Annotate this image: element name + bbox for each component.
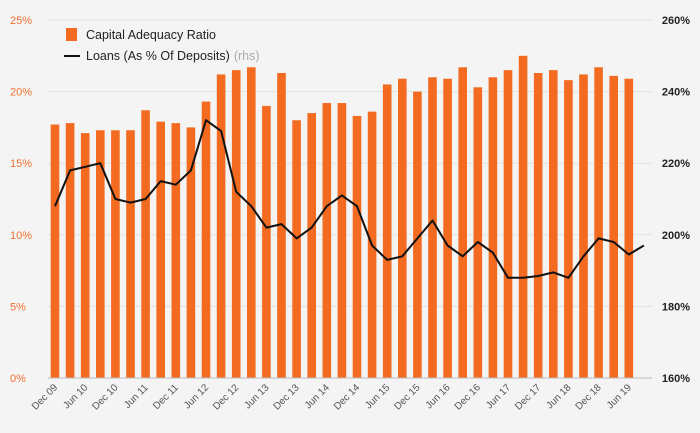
bar xyxy=(141,110,150,378)
legend-label-capital-adequacy: Capital Adequacy Ratio xyxy=(86,28,216,42)
bar xyxy=(413,91,422,378)
left-tick-label: 10% xyxy=(10,230,32,242)
bar xyxy=(171,123,181,378)
right-axis: 160% 180% 200% 220% 240% 260% xyxy=(662,15,690,385)
bar xyxy=(231,70,241,379)
bar xyxy=(624,78,634,378)
right-tick-label: 180% xyxy=(662,301,690,313)
bar xyxy=(262,105,271,379)
bar xyxy=(216,74,226,378)
legend: Capital Adequacy Ratio Loans (As % Of De… xyxy=(64,28,260,63)
bar xyxy=(156,121,165,378)
bar xyxy=(322,103,332,378)
bar xyxy=(307,113,316,378)
bar xyxy=(96,130,105,378)
bar xyxy=(201,101,211,379)
legend-swatch-capital-adequacy xyxy=(66,28,77,41)
bar xyxy=(473,87,483,378)
legend-label-loans: Loans (As % Of Deposits) (rhs) xyxy=(86,49,260,63)
bar xyxy=(458,67,467,379)
bar xyxy=(503,70,513,379)
bar-series xyxy=(50,55,634,379)
left-tick-label: 20% xyxy=(10,87,32,99)
bar xyxy=(382,84,392,378)
bar xyxy=(398,78,407,378)
bar xyxy=(111,130,120,378)
right-tick-label: 160% xyxy=(662,373,690,385)
bar xyxy=(277,72,286,378)
bar xyxy=(50,124,60,378)
right-tick-label: 240% xyxy=(662,87,690,99)
bar xyxy=(533,72,543,378)
bar xyxy=(292,120,301,379)
bar xyxy=(186,127,196,379)
left-tick-label: 15% xyxy=(10,158,32,170)
loans-line xyxy=(54,119,645,279)
bar xyxy=(488,77,498,378)
bar xyxy=(443,78,452,378)
bar xyxy=(352,115,362,378)
right-tick-label: 200% xyxy=(662,230,690,242)
left-tick-label: 5% xyxy=(10,301,26,313)
right-tick-label: 220% xyxy=(662,158,690,170)
bar xyxy=(247,67,256,379)
bar xyxy=(126,130,135,378)
bar xyxy=(337,103,347,378)
bar xyxy=(579,74,588,378)
bar xyxy=(65,123,75,378)
left-axis: 0% 5% 10% 15% 20% 25% xyxy=(10,15,32,385)
bar xyxy=(428,77,437,378)
right-tick-label: 260% xyxy=(662,15,690,27)
bar xyxy=(594,67,603,379)
bar xyxy=(518,55,528,379)
left-tick-label: 25% xyxy=(10,15,32,27)
left-tick-label: 0% xyxy=(10,373,26,385)
bar xyxy=(549,70,558,379)
bar xyxy=(609,75,618,379)
bar xyxy=(564,80,573,379)
bar xyxy=(80,133,90,378)
